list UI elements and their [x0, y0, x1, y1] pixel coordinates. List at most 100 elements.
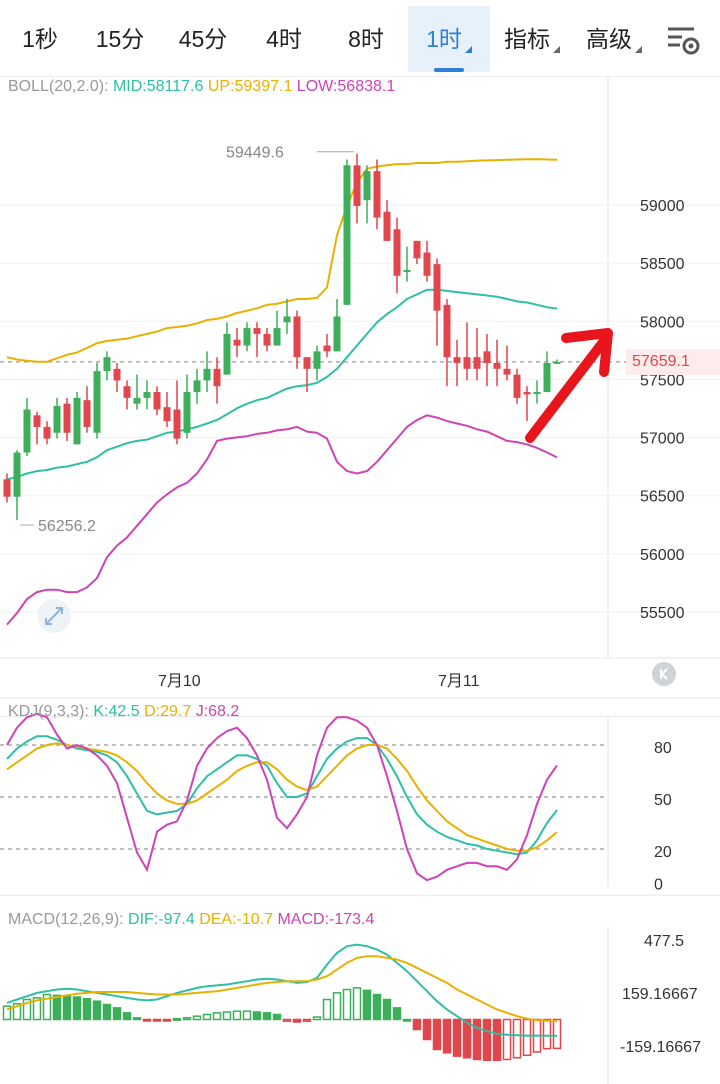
candle-body: [263, 333, 271, 346]
candle-body: [173, 409, 181, 439]
kdj-axis-label: 0: [654, 877, 663, 894]
macd-histogram-bar: [332, 992, 342, 1021]
price-chart[interactable]: 59000 58500 58000 57500 57000 56500 56000 55500…: [0, 76, 720, 1084]
timeframe-tab-bar: 1秒 15分 45分 4时 8时 1时 指标 高级: [0, 0, 720, 77]
candle-body: [343, 165, 351, 305]
price-axis-label: 57500: [640, 372, 685, 389]
macd-histogram-bar: [312, 1016, 322, 1021]
kdj-legend-k: K:42.5: [93, 703, 140, 720]
macd-histogram-bar: [552, 1018, 562, 1050]
tab-1[interactable]: 1秒: [4, 6, 76, 72]
macd-histogram-bar: [402, 1018, 412, 1022]
arrow-shaft: [525, 336, 609, 443]
macd-histogram-bar: [292, 1018, 302, 1023]
macd-histogram-bar: [452, 1018, 462, 1057]
candle-body: [93, 371, 101, 433]
dropdown-triangle-icon: [464, 46, 472, 53]
candle-body: [303, 357, 311, 369]
candle-body: [13, 452, 21, 497]
tab-3[interactable]: 45分: [164, 6, 242, 72]
macd-histogram-bar: [92, 1000, 102, 1021]
active-tab-underline: [434, 68, 464, 72]
candle-body: [123, 386, 131, 398]
candle-body: [453, 357, 461, 363]
price-axis-label: 58000: [640, 314, 685, 331]
macd-axis-label: -159.16667: [620, 1039, 701, 1056]
candle-body: [243, 328, 251, 346]
tab-4[interactable]: 4时: [246, 6, 322, 72]
tab-label: 15分: [95, 26, 145, 52]
candle-body: [73, 397, 81, 445]
tab-5[interactable]: 8时: [328, 6, 404, 72]
kdj-legend-d: D:29.7: [144, 703, 192, 720]
macd-histogram-bar: [342, 988, 352, 1021]
candle-body: [463, 357, 471, 369]
tab-7[interactable]: 指标: [492, 6, 572, 72]
tab-8[interactable]: 高级: [574, 6, 654, 72]
expand-icon[interactable]: [36, 598, 72, 634]
date-label: 7月10: [158, 673, 201, 690]
boll-low-line: [6, 414, 558, 626]
macd-histogram-bar: [162, 1018, 172, 1022]
candle-body: [163, 407, 171, 422]
macd-histogram-bar: [322, 998, 332, 1021]
candle-body: [423, 252, 431, 276]
candle-body: [403, 269, 411, 272]
candle-body: [363, 171, 371, 201]
boll-up-line: [6, 158, 558, 363]
candle-body: [543, 362, 551, 393]
tab-2[interactable]: 15分: [84, 6, 156, 72]
candle-body: [193, 380, 201, 393]
macd-histogram-bar: [302, 1018, 312, 1022]
boll-mid-line: [6, 288, 558, 481]
jump-to-latest-icon[interactable]: [652, 662, 676, 686]
macd-histogram-bar: [152, 1018, 162, 1022]
candle-body: [413, 240, 421, 259]
candle-body: [273, 328, 281, 346]
macd-histogram-bar: [202, 1013, 212, 1021]
macd-histogram-bar: [142, 1018, 152, 1022]
macd-legend-name: MACD(12,26,9):: [8, 911, 124, 928]
candle-body: [83, 400, 91, 427]
candle-body: [43, 426, 51, 439]
candle-body: [333, 316, 341, 352]
macd-histogram-bar: [272, 1013, 282, 1021]
macd-dif-line: [6, 943, 557, 1037]
price-axis-label: 59000: [640, 198, 685, 215]
macd-histogram-bar: [102, 1003, 112, 1021]
price-axis-label: 56000: [640, 547, 685, 564]
macd-histogram-bar: [252, 1011, 262, 1021]
macd-histogram-bar: [242, 1010, 252, 1021]
chart-settings-icon[interactable]: [664, 20, 704, 60]
macd-histogram-bar: [502, 1018, 512, 1061]
low-price-label: 56256.2: [38, 518, 96, 535]
macd-legend-dea: DEA:-10.7: [199, 911, 273, 928]
candle-body: [153, 392, 161, 410]
macd-histogram-bar: [132, 1017, 142, 1021]
boll-legend-up: UP:59397.1: [207, 78, 293, 95]
candle-body: [433, 264, 441, 311]
macd-histogram-bar: [352, 987, 362, 1021]
macd-histogram-bar: [12, 1002, 22, 1021]
kdj-axis-label: 50: [654, 792, 672, 809]
macd-histogram-bar: [22, 998, 32, 1021]
candle-body: [513, 374, 521, 398]
macd-histogram-bar: [2, 1005, 12, 1021]
candle-body: [223, 333, 231, 375]
macd-histogram-bar: [392, 1007, 402, 1021]
macd-histogram-bar: [492, 1018, 502, 1062]
candle-body: [213, 368, 221, 387]
candle-body: [473, 357, 481, 369]
candle-body: [253, 328, 261, 334]
boll-legend-name: BOLL(20,2.0):: [8, 78, 109, 95]
macd-histogram-bar: [382, 998, 392, 1021]
tab-6[interactable]: 1时: [408, 6, 490, 72]
current-price-tag: 57659.1: [626, 348, 720, 375]
macd-histogram-bar: [472, 1018, 482, 1061]
macd-histogram-bar: [32, 997, 42, 1021]
macd-histogram-bar: [442, 1018, 452, 1054]
macd-histogram-bar: [412, 1018, 422, 1031]
macd-histogram-bar: [212, 1012, 222, 1021]
candle-body: [353, 165, 361, 206]
tab-label: 4时: [266, 26, 302, 52]
